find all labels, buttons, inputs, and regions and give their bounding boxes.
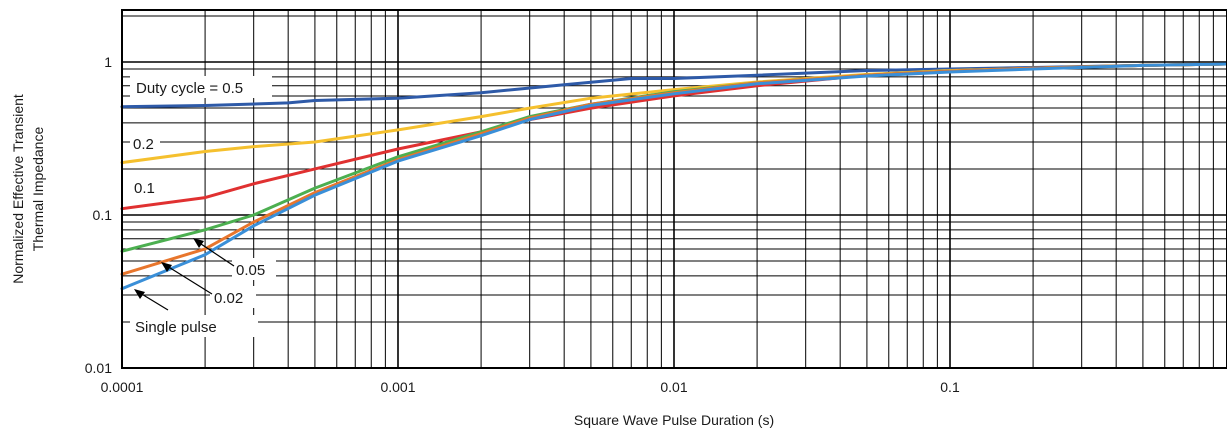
y-axis-title-line2: Thermal Impedance — [30, 127, 46, 252]
label-duty-0-5-text: Duty cycle = 0.5 — [136, 80, 243, 97]
y-tick-label: 0.01 — [85, 360, 112, 376]
label-0-1-text: 0.1 — [134, 180, 155, 197]
plot-frame — [121, 9, 1227, 369]
x-tick-label: 0.0001 — [101, 379, 144, 395]
x-tick-label: 0.001 — [380, 379, 415, 395]
label-0-2-text: 0.2 — [133, 136, 154, 153]
y-axis-title-line1: Normalized Effective Transient — [10, 94, 26, 284]
label-0-02: 0.02 — [210, 286, 256, 308]
grid-layer — [122, 10, 1227, 368]
label-single-pulse: Single pulse — [130, 315, 258, 337]
label-0-2: 0.2 — [130, 133, 160, 153]
leader-single-pulse — [134, 289, 169, 311]
leader-0-05 — [193, 238, 235, 267]
y-tick-label: 1 — [104, 54, 112, 70]
x-tick-label: 0.01 — [660, 379, 687, 395]
x-axis-title: Square Wave Pulse Duration (s) — [574, 412, 774, 428]
label-0-1: 0.1 — [130, 177, 160, 197]
tick-labels: 0.0001 0.001 0.01 0.1 1 0.1 0.01 — [85, 54, 960, 395]
label-0-05: 0.05 — [232, 258, 276, 280]
label-0-05-text: 0.05 — [236, 262, 265, 279]
leader-0-02 — [161, 262, 213, 295]
label-0-02-text: 0.02 — [214, 290, 243, 307]
series-layer — [120, 62, 1227, 291]
y-tick-label: 0.1 — [93, 207, 113, 223]
label-single-pulse-text: Single pulse — [135, 319, 217, 336]
series-line — [120, 62, 1227, 291]
label-duty-0-5: Duty cycle = 0.5 — [130, 76, 272, 98]
x-tick-label: 0.1 — [940, 379, 960, 395]
